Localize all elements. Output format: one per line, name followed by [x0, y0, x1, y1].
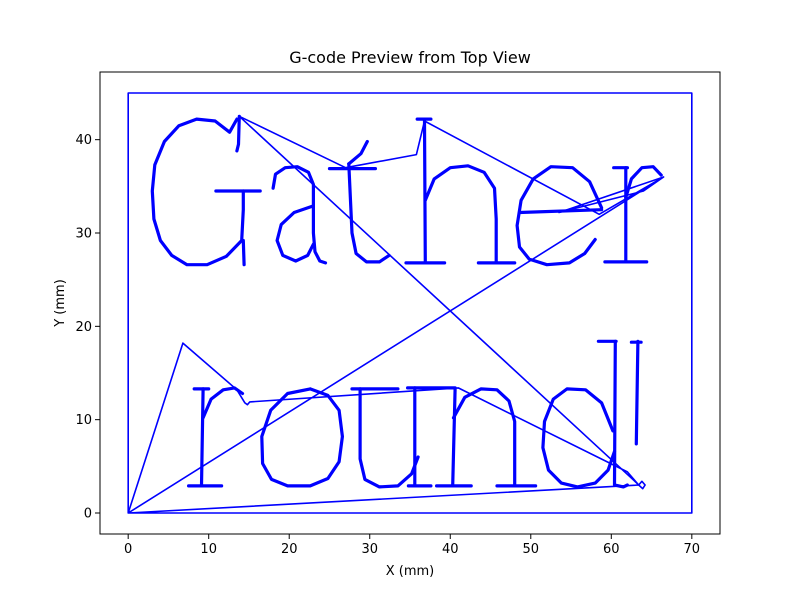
x-tick-label: 60 — [603, 542, 620, 557]
toolpath-text-line-1-stroke-11 — [451, 387, 517, 488]
toolpath-text-line-0-stroke-2 — [241, 238, 246, 267]
y-tick-label: 20 — [75, 320, 92, 335]
y-axis-label: Y (mm) — [53, 279, 68, 328]
x-tick-label: 30 — [361, 542, 378, 557]
toolpath-text-line-0-stroke-6 — [347, 162, 391, 264]
toolpath-text-line-0-stroke-9 — [422, 119, 427, 265]
y-tick-label: 40 — [75, 133, 92, 148]
toolpath-text-line-1-stroke-17 — [634, 339, 640, 446]
y-tick-label: 0 — [84, 507, 92, 522]
y-tick-label: 30 — [75, 227, 92, 242]
toolpath-line-0 — [127, 92, 693, 514]
chart-title: G-code Preview from Top View — [289, 48, 531, 67]
toolpath-text-line-1-stroke-2 — [201, 386, 245, 420]
x-tick-label: 70 — [684, 542, 701, 557]
x-tick-label: 0 — [124, 542, 132, 557]
toolpath-text-line-0-stroke-4 — [271, 165, 328, 265]
toolpath-text-line-0-stroke-15 — [517, 208, 604, 215]
toolpath-text-line-0-stroke-0 — [150, 117, 245, 267]
x-tick-label: 20 — [281, 542, 298, 557]
y-axis: 0 10 20 30 40 — [75, 133, 100, 522]
x-tick-label: 10 — [200, 542, 217, 557]
x-tick-label: 40 — [442, 542, 459, 557]
toolpath-text-line-0-stroke-3 — [235, 114, 241, 153]
plot-area — [127, 92, 693, 514]
x-axis: 0 10 20 30 40 50 60 70 — [124, 534, 700, 557]
toolpath-text-line-0-stroke-8 — [347, 139, 369, 166]
x-tick-label: 50 — [523, 542, 540, 557]
toolpath-text-line-0-stroke-11 — [423, 164, 498, 265]
toolpath-text-line-1-stroke-4 — [260, 387, 344, 488]
toolpath-text-line-0-stroke-18 — [624, 165, 663, 200]
toolpath-text-line-0-stroke-5 — [275, 204, 315, 263]
x-axis-label: X (mm) — [386, 564, 435, 579]
y-tick-label: 10 — [75, 413, 92, 428]
toolpath-text-line-1-stroke-0 — [199, 387, 205, 488]
toolpath-text-line-1-stroke-14 — [541, 387, 617, 489]
toolpath-text-line-1-stroke-15 — [612, 339, 630, 489]
toolpath-text-line-1-stroke-10 — [451, 387, 457, 488]
toolpath-text-line-0-stroke-14 — [515, 165, 604, 267]
axes-frame — [99, 71, 721, 535]
toolpath-text-line-1-stroke-6 — [358, 387, 420, 489]
